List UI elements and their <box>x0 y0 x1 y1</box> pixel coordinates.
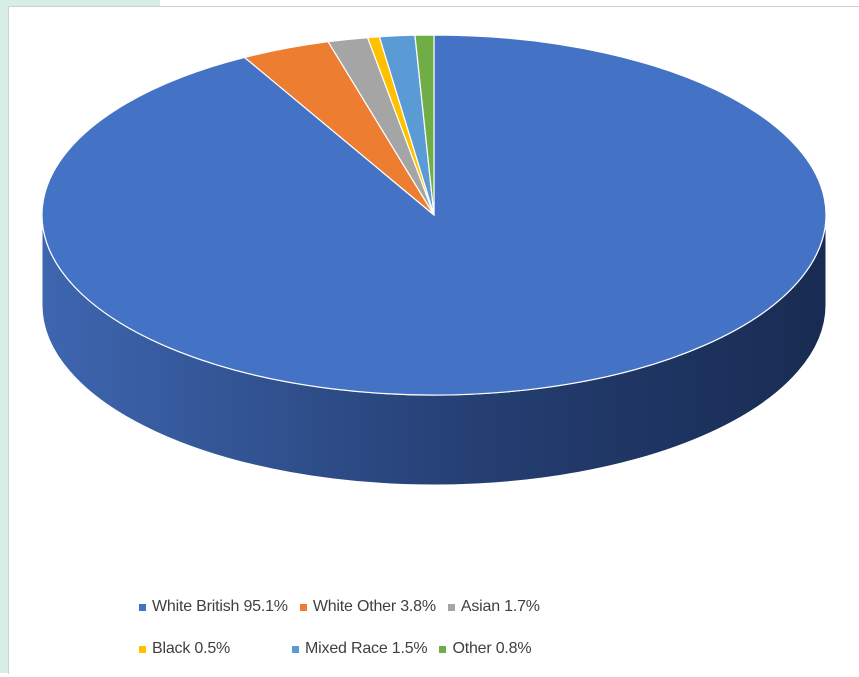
legend-swatch <box>139 645 146 653</box>
legend-item-white-british: White British 95.1% <box>139 598 288 616</box>
legend: White British 95.1% White Other 3.8% Asi… <box>139 593 779 677</box>
legend-label: Asian 1.7% <box>460 598 540 615</box>
legend-swatch <box>139 603 146 611</box>
legend-item-white-other: White Other 3.8% <box>299 598 436 616</box>
legend-label: White Other 3.8% <box>312 598 436 615</box>
legend-row-1: White British 95.1% White Other 3.8% Asi… <box>139 593 779 621</box>
legend-swatch <box>447 603 455 611</box>
legend-label: Black 0.5% <box>152 640 231 657</box>
pie-chart <box>41 34 827 486</box>
chart-area: White British 95.1% White Other 3.8% Asi… <box>8 6 859 674</box>
legend-item-mixed-race: Mixed Race 1.5% <box>292 640 428 658</box>
legend-label: Mixed Race 1.5% <box>305 640 428 657</box>
legend-label: Other 0.8% <box>452 640 532 657</box>
legend-label: White British 95.1% <box>152 598 288 615</box>
legend-swatch <box>439 645 447 653</box>
legend-swatch <box>292 645 300 653</box>
legend-item-black: Black 0.5% <box>139 640 230 658</box>
legend-row-2: Black 0.5% Mixed Race 1.5% Other 0.8% <box>139 635 779 663</box>
background-top-strip <box>0 0 160 6</box>
legend-item-asian: Asian 1.7% <box>447 598 540 616</box>
pie-slice-other <box>414 34 435 216</box>
legend-swatch <box>299 603 307 611</box>
legend-item-other: Other 0.8% <box>439 640 532 658</box>
